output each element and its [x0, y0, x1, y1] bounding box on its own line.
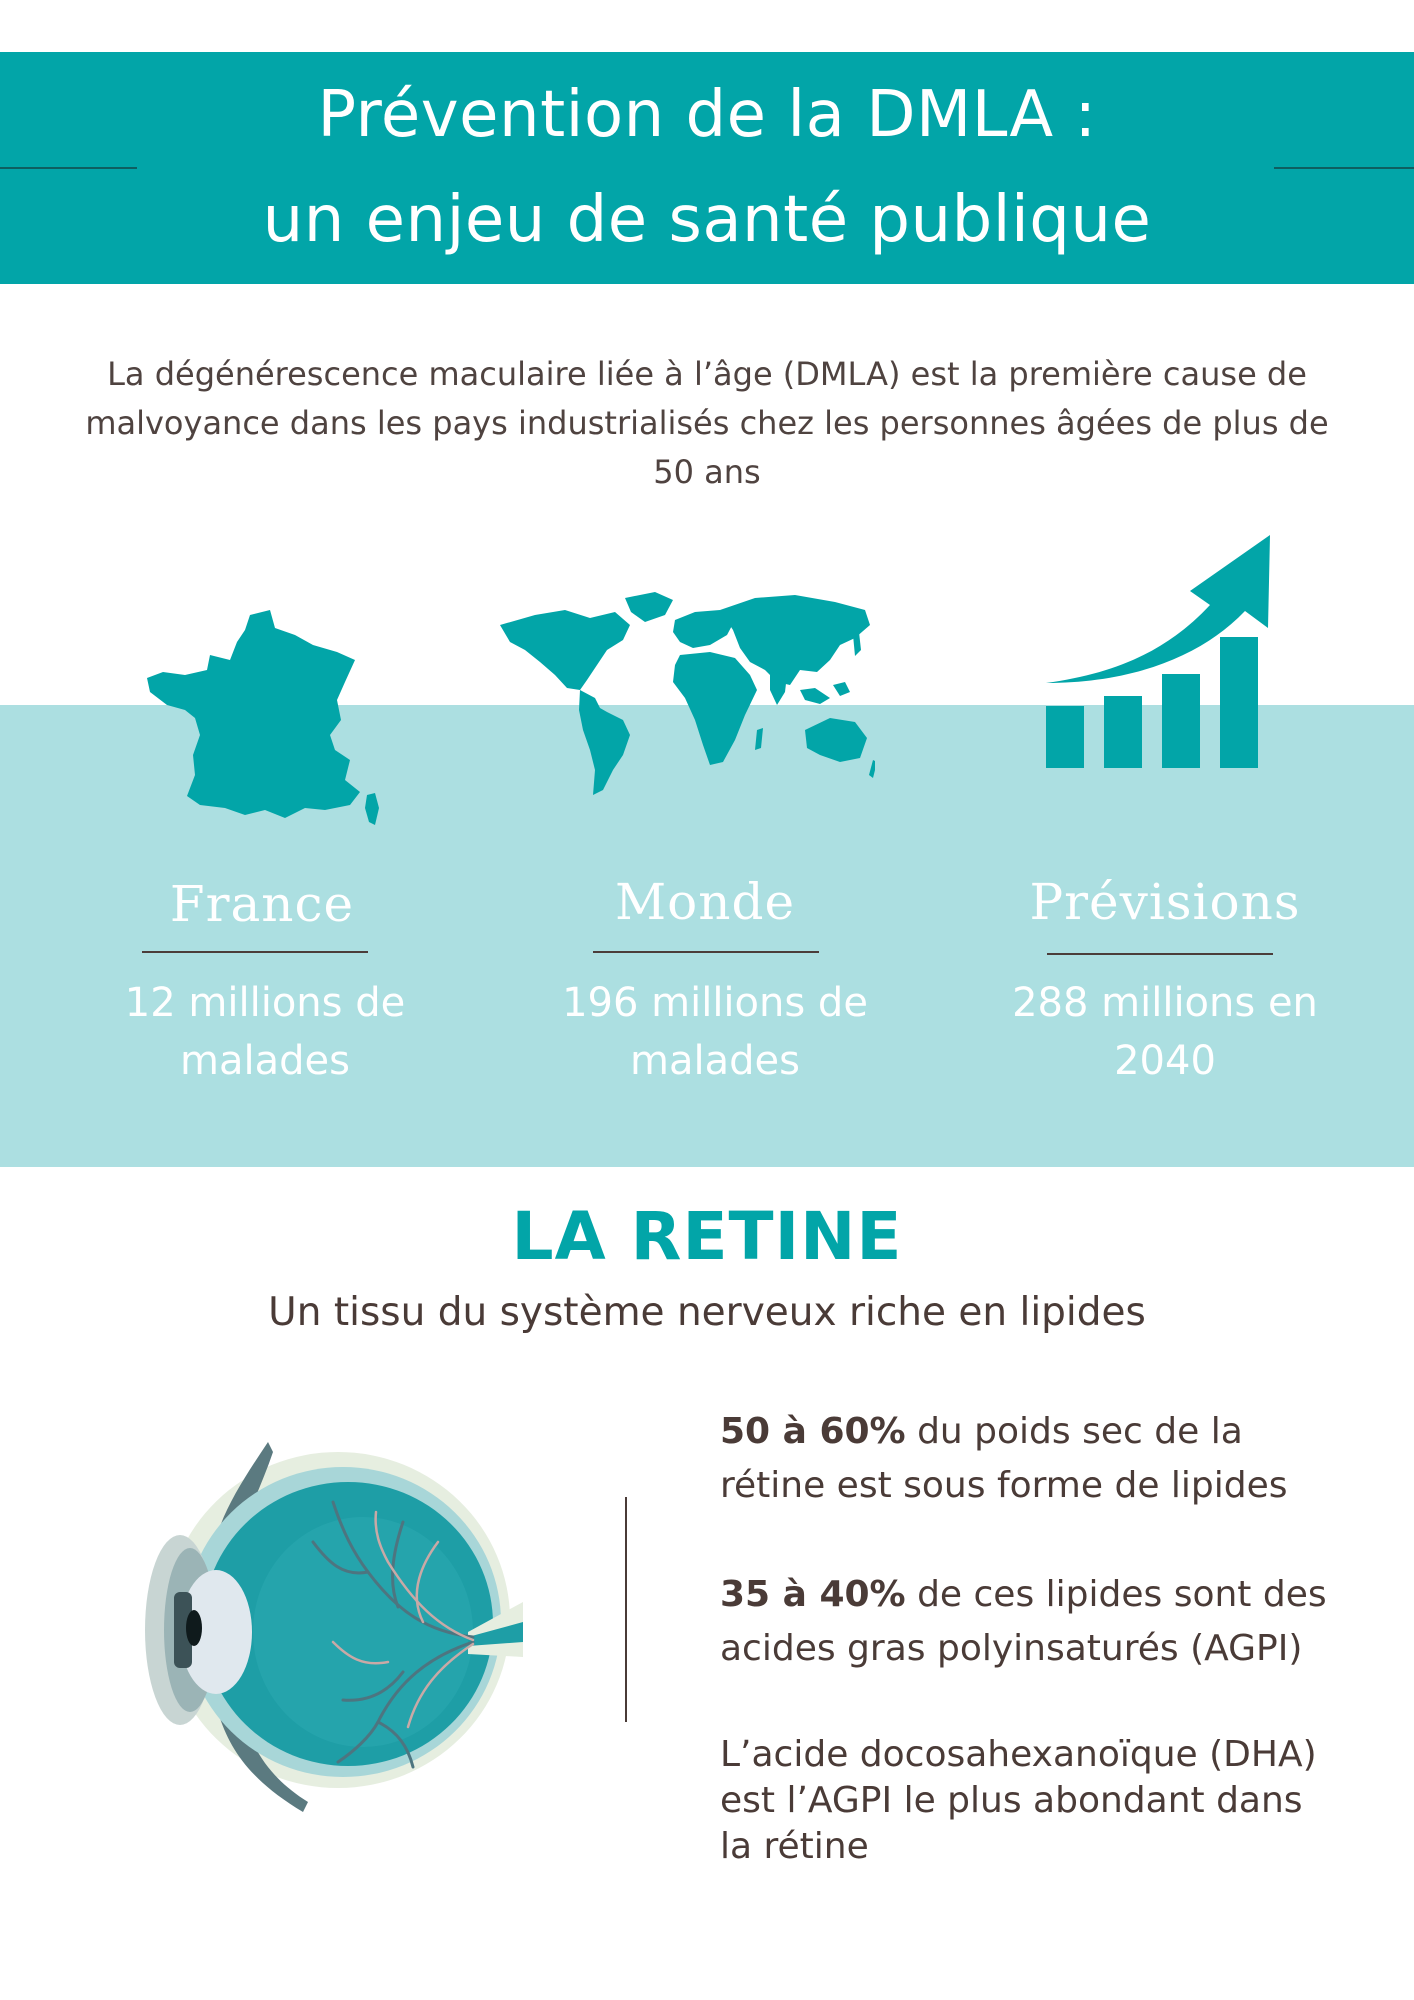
fact-2: 35 à 40% de ces lipides sont des acides … — [720, 1568, 1340, 1676]
stat-rule-france — [142, 951, 368, 953]
france-map-icon — [147, 610, 379, 825]
fact-1-highlight: 50 à 60% — [720, 1411, 906, 1452]
stat-title-france: France — [169, 875, 355, 933]
header-band — [0, 52, 1414, 284]
stat-title-previsions: Prévisions — [1029, 873, 1301, 931]
stat-text-monde: 196 millions de malades — [562, 980, 868, 1084]
fact-2-text: de ces lipides sont des acides gras poly… — [720, 1574, 1327, 1669]
fact-1-text: du poids sec de la rétine est sous forme… — [720, 1411, 1288, 1506]
fact-1: 50 à 60% du poids sec de la rétine est s… — [720, 1405, 1340, 1513]
growth-chart-icon — [1046, 535, 1270, 768]
stat-rule-monde — [593, 951, 819, 953]
facts-divider — [625, 1497, 627, 1722]
page-title-line2: un enjeu de santé publique — [262, 183, 1152, 257]
stat-text-previsions: 288 millions en 2040 — [1012, 980, 1318, 1084]
eye-anatomy-icon — [145, 1442, 523, 1812]
page-title-line1: Prévention de la DMLA : — [317, 78, 1097, 152]
fact-2-highlight: 35 à 40% — [720, 1574, 906, 1615]
fact-3: L’acide docosahexanoïque (DHA) est l’AGP… — [720, 1732, 1340, 1870]
stat-rule-previsions — [1047, 953, 1273, 955]
stat-text-france: 12 millions de malades — [124, 980, 406, 1084]
section-subtitle: Un tissu du système nerveux riche en lip… — [268, 1290, 1146, 1335]
intro-paragraph: La dégénérescence maculaire liée à l’âge… — [85, 355, 1329, 491]
header-left-rule — [0, 167, 137, 169]
header-right-rule — [1274, 167, 1414, 169]
stat-title-monde: Monde — [614, 873, 796, 931]
fact-3-text: L’acide docosahexanoïque (DHA) est l’AGP… — [720, 1734, 1317, 1867]
section-title: LA RETINE — [511, 1198, 903, 1275]
world-map-icon — [500, 592, 875, 795]
